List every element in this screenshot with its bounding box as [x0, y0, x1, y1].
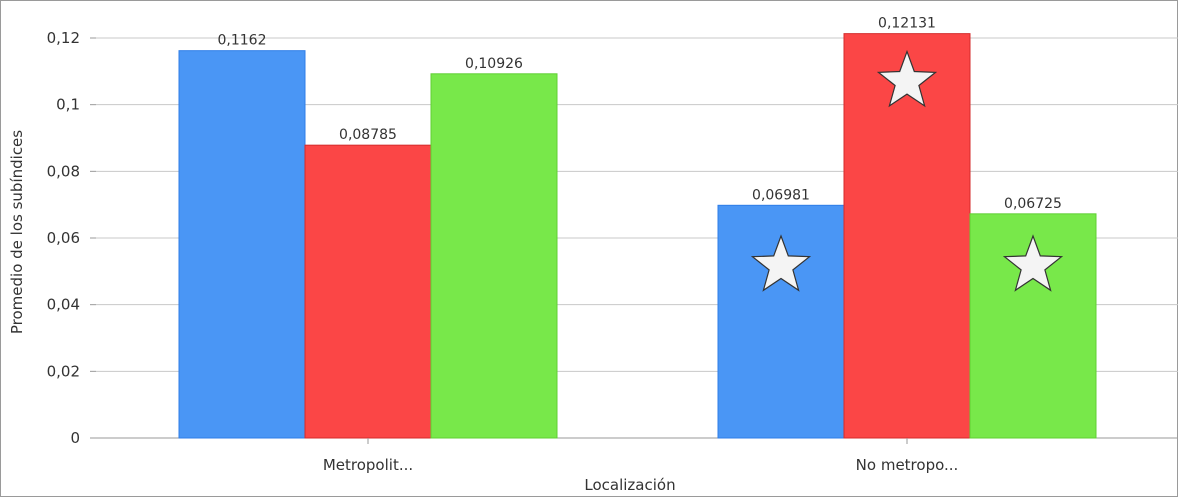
y-tick-label: 0,12 [47, 29, 80, 47]
y-tick-label: 0 [70, 429, 80, 447]
x-tick-label: Metropolit... [323, 456, 413, 474]
bar [178, 50, 306, 439]
axes: 0 0,02 0,04 0,06 0,08 0,1 0,12 Metropolit... No … [47, 29, 959, 474]
y-tick-label: 0,04 [47, 296, 80, 314]
y-tick-label: 0,1 [56, 96, 80, 114]
bars: 0,1162 0,08785 0,10926 0,06981 0,12131 0,0672… [178, 16, 1097, 439]
x-axis-title: Localización [584, 476, 675, 494]
data-label: 0,06981 [752, 187, 810, 203]
y-tick-label: 0,08 [47, 162, 80, 180]
star-icon [1002, 234, 1064, 292]
data-label: 0,12131 [878, 16, 936, 32]
y-axis-title: Promedio de los subíndices [8, 130, 26, 334]
bar [304, 144, 432, 439]
star-icon [750, 234, 812, 292]
data-label: 0,1162 [218, 33, 267, 49]
data-label: 0,08785 [339, 127, 397, 143]
x-tick-label: No metropo... [856, 456, 959, 474]
data-label: 0,10926 [465, 56, 523, 72]
y-tick-label: 0,02 [47, 362, 80, 380]
data-label: 0,06725 [1004, 196, 1062, 212]
y-tick-label: 0,06 [47, 229, 80, 247]
star-icon [876, 49, 938, 108]
bar [430, 73, 558, 439]
bar [843, 33, 971, 439]
